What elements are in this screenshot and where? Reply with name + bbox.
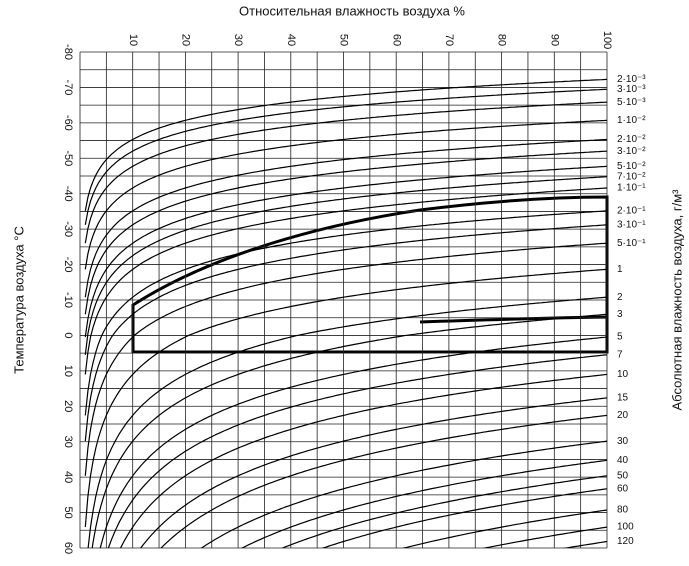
x-tick-label: 10 bbox=[127, 34, 139, 46]
humidity-curve bbox=[119, 373, 607, 548]
humidity-curve bbox=[84, 78, 607, 212]
x-axis-label: Относительная влажность воздуха % bbox=[239, 3, 465, 18]
y-tick-label: -20 bbox=[62, 257, 74, 273]
y2-tick-label: 2·10⁻² bbox=[617, 134, 646, 145]
humidity-curve bbox=[87, 296, 607, 548]
x-tick-label: 60 bbox=[390, 34, 402, 46]
y2-axis-label: Абсолютная влажность воздуха, г/м³ bbox=[669, 189, 684, 411]
y-tick-label: -80 bbox=[62, 44, 74, 60]
humidity-curve bbox=[84, 150, 607, 315]
x-tick-label: 80 bbox=[496, 34, 508, 46]
x-tick-label: 40 bbox=[285, 34, 297, 46]
humidity-curve bbox=[84, 165, 607, 338]
humidity-curve bbox=[281, 475, 607, 548]
y2-tick-label: 40 bbox=[617, 455, 629, 466]
y-tick-label: -10 bbox=[62, 292, 74, 308]
humidity-curve bbox=[482, 526, 607, 548]
y2-tick-label: 10 bbox=[617, 369, 629, 380]
y2-tick-label: 3·10⁻² bbox=[617, 146, 646, 157]
y-tick-label: 10 bbox=[62, 365, 74, 377]
humidity-curve bbox=[99, 336, 607, 548]
y2-tick-label: 3 bbox=[617, 309, 623, 320]
humidity-curve bbox=[84, 242, 607, 476]
y-tick-label: -30 bbox=[62, 221, 74, 237]
x-tick-label: 90 bbox=[548, 34, 560, 46]
x-tick-label: 20 bbox=[179, 34, 191, 46]
x-tick-label: 100 bbox=[601, 31, 613, 49]
y-axis-label: Температура воздуха °C bbox=[11, 226, 26, 374]
y2-tick-label: 20 bbox=[617, 410, 629, 421]
humidity-curve bbox=[84, 224, 607, 442]
humidity-curve bbox=[91, 313, 607, 548]
y2-tick-label: 7·10⁻² bbox=[617, 171, 646, 182]
y-tick-label: -60 bbox=[62, 115, 74, 131]
y-tick-label: 0 bbox=[62, 332, 74, 338]
y2-tick-label: 120 bbox=[617, 536, 634, 547]
y2-tick-label: 30 bbox=[617, 436, 629, 447]
humidity-curve bbox=[84, 138, 607, 298]
humidity-curve bbox=[84, 101, 607, 244]
y2-tick-label: 3·10⁻¹ bbox=[617, 219, 646, 230]
y2-tick-label: 1·10⁻¹ bbox=[617, 183, 646, 194]
y2-tick-label: 7 bbox=[617, 349, 623, 360]
y-tick-label: 40 bbox=[62, 471, 74, 483]
y-tick-label: -50 bbox=[62, 150, 74, 166]
humidity-curve bbox=[321, 488, 607, 548]
x-tick-label: 30 bbox=[232, 34, 244, 46]
x-tick-label: 70 bbox=[443, 34, 455, 46]
y-tick-label: 30 bbox=[62, 436, 74, 448]
y2-tick-label: 1 bbox=[617, 264, 623, 275]
y-tick-label: 60 bbox=[62, 542, 74, 554]
y2-tick-label: 2·10⁻³ bbox=[617, 74, 646, 85]
humidity-curve bbox=[84, 187, 607, 375]
humidity-curve bbox=[200, 440, 607, 548]
y2-tick-label: 1·10⁻² bbox=[617, 115, 646, 126]
y-tick-label: -70 bbox=[62, 79, 74, 95]
y-tick-label: 50 bbox=[62, 506, 74, 518]
humidity-curve bbox=[160, 414, 607, 548]
humidity-curve bbox=[84, 268, 607, 528]
humidity-curve bbox=[107, 354, 607, 548]
y2-tick-label: 50 bbox=[617, 470, 629, 481]
y-tick-label: 20 bbox=[62, 400, 74, 412]
humidity-curve bbox=[240, 459, 607, 548]
y2-tick-label: 2 bbox=[617, 292, 623, 303]
humidity-curve bbox=[401, 509, 607, 548]
y2-tick-label: 100 bbox=[617, 522, 634, 533]
y2-tick-label: 5·10⁻² bbox=[617, 161, 646, 172]
humidity-curve bbox=[84, 210, 607, 416]
y2-tick-label: 15 bbox=[617, 393, 629, 404]
y-tick-label: -40 bbox=[62, 186, 74, 202]
humidity-curve bbox=[140, 397, 607, 548]
humidity-curve bbox=[84, 176, 607, 355]
y2-tick-label: 60 bbox=[617, 483, 629, 494]
y2-tick-label: 3·10⁻³ bbox=[617, 84, 646, 95]
y2-tick-label: 5·10⁻³ bbox=[617, 97, 646, 108]
y2-tick-label: 80 bbox=[617, 505, 629, 516]
humidity-curve bbox=[84, 88, 607, 225]
y2-tick-label: 5·10⁻¹ bbox=[617, 238, 646, 249]
humidity-curve bbox=[84, 119, 607, 270]
y2-tick-label: 2·10⁻¹ bbox=[617, 205, 646, 216]
x-tick-label: 50 bbox=[338, 34, 350, 46]
humidity-curve bbox=[562, 540, 607, 548]
y2-tick-label: 5 bbox=[617, 332, 623, 343]
